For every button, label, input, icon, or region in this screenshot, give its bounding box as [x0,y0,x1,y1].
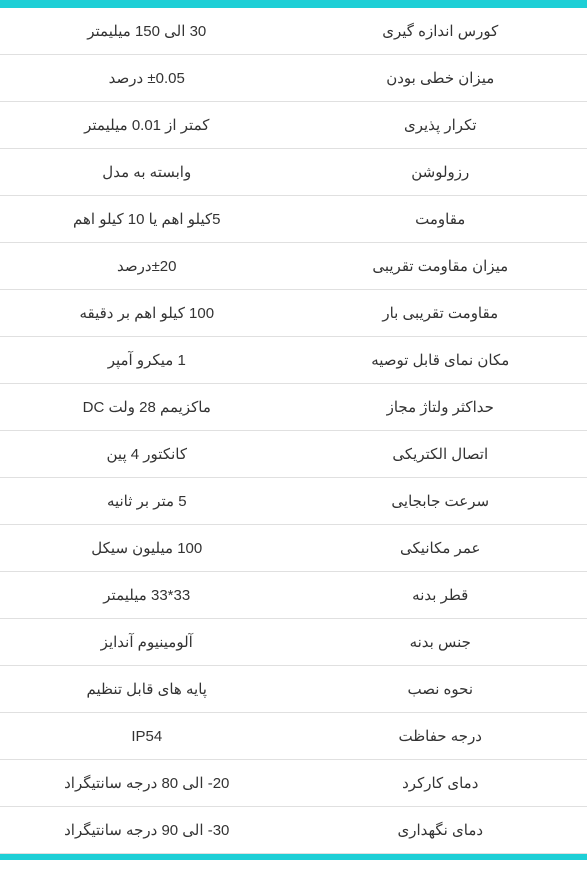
spec-table: کورس اندازه گیری30 الی 150 میلیمترمیزان … [0,8,587,854]
top-accent-bar [0,0,587,8]
table-row: سرعت جابجایی5 متر بر ثانیه [0,478,587,525]
spec-value: 30- الی 90 درجه سانتیگراد [0,807,294,854]
table-row: قطر بدنه33*33 میلیمتر [0,572,587,619]
spec-value: 5 متر بر ثانیه [0,478,294,525]
spec-value: ‎±0.05 درصد [0,55,294,102]
spec-label: نحوه نصب [294,666,587,713]
spec-label: رزولوشن [294,149,587,196]
spec-label: عمر مکانیکی [294,525,587,572]
spec-value: 1 میکرو آمپر [0,337,294,384]
table-row: نحوه نصبپایه های قابل تنظیم [0,666,587,713]
bottom-accent-bar [0,854,587,860]
spec-label: میزان خطی بودن [294,55,587,102]
table-row: دمای کارکرد20- الی 80 درجه سانتیگراد [0,760,587,807]
table-row: رزولوشنوابسته به مدل [0,149,587,196]
spec-label: کورس اندازه گیری [294,8,587,55]
table-row: عمر مکانیکی100 میلیون سیکل [0,525,587,572]
table-row: اتصال الکتریکیکانکتور 4 پین [0,431,587,478]
spec-label: اتصال الکتریکی [294,431,587,478]
table-row: مکان نمای قابل توصیه1 میکرو آمپر [0,337,587,384]
table-row: تکرار پذیریکمتر از 0.01 میلیمتر [0,102,587,149]
spec-value: آلومینیوم آندایز [0,619,294,666]
spec-label: دمای کارکرد [294,760,587,807]
table-row: میزان خطی بودن‎±0.05 درصد [0,55,587,102]
spec-value: 100 میلیون سیکل [0,525,294,572]
table-row: مقاومت تقریبی بار100 کیلو اهم بر دقیقه [0,290,587,337]
spec-table-body: کورس اندازه گیری30 الی 150 میلیمترمیزان … [0,8,587,854]
spec-label: قطر بدنه [294,572,587,619]
table-row: درجه حفاظتIP54 [0,713,587,760]
spec-value: کانکتور 4 پین [0,431,294,478]
spec-label: حداکثر ولتاژ مجاز [294,384,587,431]
spec-value: 33*33 میلیمتر [0,572,294,619]
spec-value: IP54 [0,713,294,760]
spec-label: دمای نگهداری [294,807,587,854]
spec-value: کمتر از 0.01 میلیمتر [0,102,294,149]
spec-label: مقاومت [294,196,587,243]
spec-label: مکان نمای قابل توصیه [294,337,587,384]
table-row: کورس اندازه گیری30 الی 150 میلیمتر [0,8,587,55]
spec-value: پایه های قابل تنظیم [0,666,294,713]
spec-value: 100 کیلو اهم بر دقیقه [0,290,294,337]
spec-label: مقاومت تقریبی بار [294,290,587,337]
spec-value: 30 الی 150 میلیمتر [0,8,294,55]
spec-label: تکرار پذیری [294,102,587,149]
spec-label: میزان مقاومت تقریبی [294,243,587,290]
spec-value: 20- الی 80 درجه سانتیگراد [0,760,294,807]
spec-label: درجه حفاظت [294,713,587,760]
spec-value: وابسته به مدل [0,149,294,196]
table-row: میزان مقاومت تقریبی‎±20درصد [0,243,587,290]
table-row: دمای نگهداری30- الی 90 درجه سانتیگراد [0,807,587,854]
spec-value: ماکزیمم 28 ولت DC [0,384,294,431]
spec-value: 5کیلو اهم یا 10 کیلو اهم [0,196,294,243]
spec-value: ‎±20درصد [0,243,294,290]
table-row: جنس بدنهآلومینیوم آندایز [0,619,587,666]
spec-label: سرعت جابجایی [294,478,587,525]
table-row: حداکثر ولتاژ مجازماکزیمم 28 ولت DC [0,384,587,431]
spec-label: جنس بدنه [294,619,587,666]
table-row: مقاومت5کیلو اهم یا 10 کیلو اهم [0,196,587,243]
